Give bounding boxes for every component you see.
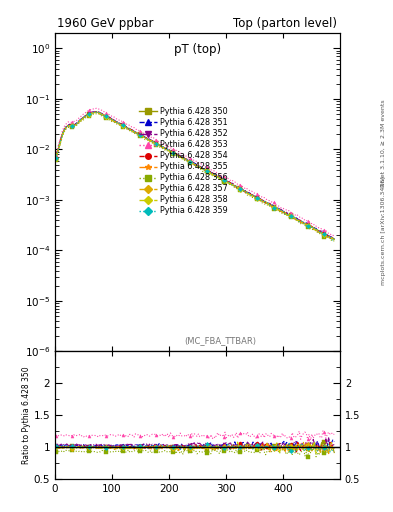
Text: pT (top): pT (top) [174, 43, 221, 56]
Text: (MC_FBA_TTBAR): (MC_FBA_TTBAR) [184, 336, 256, 345]
Text: 1960 GeV ppbar: 1960 GeV ppbar [57, 17, 154, 30]
Text: mcplots.cern.ch [arXiv:1306.3436]: mcplots.cern.ch [arXiv:1306.3436] [381, 176, 386, 285]
Text: Rivet 3.1.10, ≥ 2.3M events: Rivet 3.1.10, ≥ 2.3M events [381, 99, 386, 187]
Text: Top (parton level): Top (parton level) [233, 17, 337, 30]
Y-axis label: Ratio to Pythia 6.428 350: Ratio to Pythia 6.428 350 [22, 366, 31, 464]
Legend: Pythia 6.428 350, Pythia 6.428 351, Pythia 6.428 352, Pythia 6.428 353, Pythia 6: Pythia 6.428 350, Pythia 6.428 351, Pyth… [139, 108, 228, 216]
